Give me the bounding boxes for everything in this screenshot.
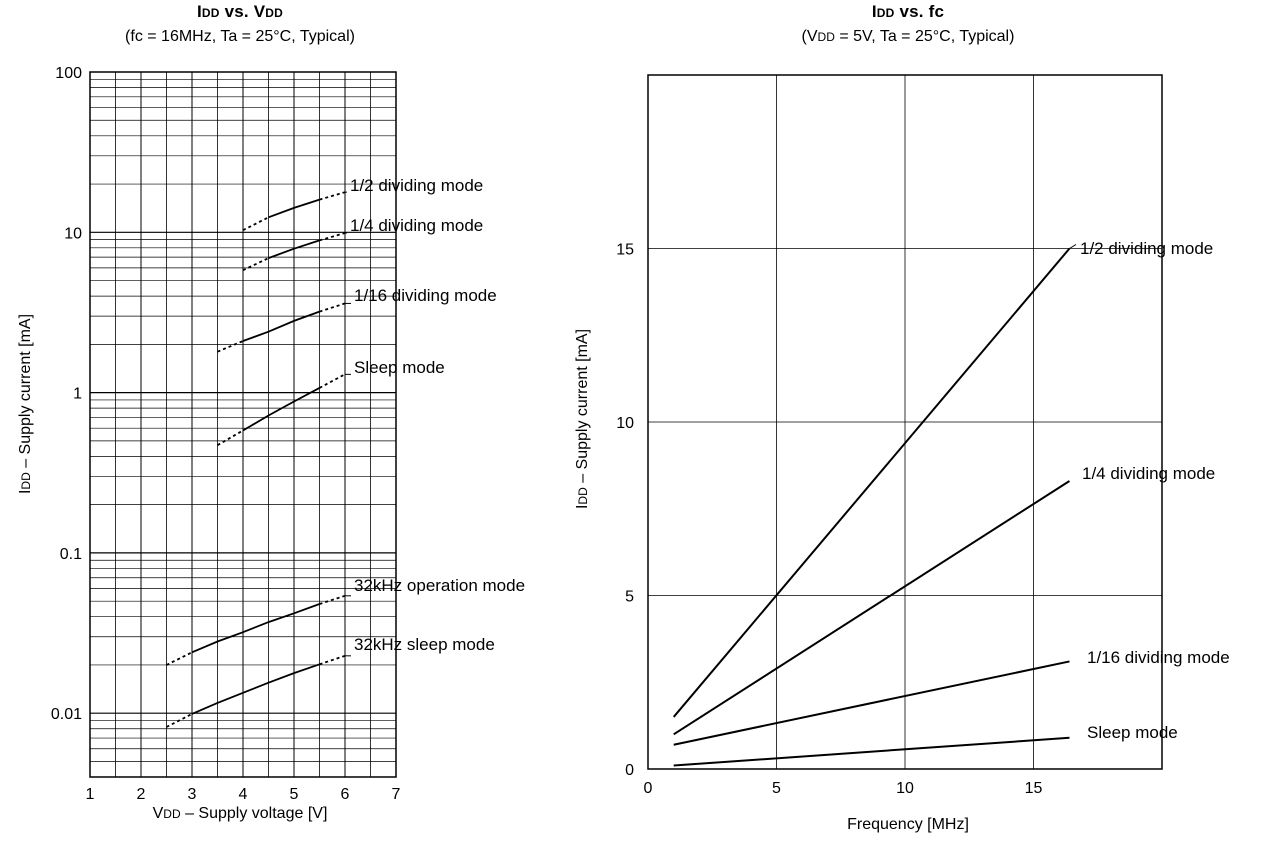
right-y-tick-label: 10 xyxy=(616,415,634,432)
right-x-axis-label: Frequency [MHz] xyxy=(847,816,969,833)
left-y-tick-label: 1 xyxy=(73,386,82,403)
left-x-tick-label: 7 xyxy=(392,786,401,803)
right-chart-title: IDD vs. fc xyxy=(758,2,1058,22)
right-subtitle-dd: DD xyxy=(817,30,835,44)
left-series-label: 1/16 dividing mode xyxy=(354,286,497,305)
left-series-line xyxy=(242,387,320,432)
left-series-line xyxy=(242,310,320,342)
right-series-line xyxy=(673,480,1071,736)
right-subtitle-rest: = 5V, Ta = 25°C, Typical) xyxy=(834,28,1015,45)
right-series-label: 1/2 dividing mode xyxy=(1080,239,1213,258)
left-series-dash-end xyxy=(319,191,346,201)
left-series-label: 1/4 dividing mode xyxy=(350,216,483,235)
right-series-line xyxy=(673,660,1070,746)
right-y-tick-label: 0 xyxy=(625,762,634,779)
left-xlabel-dd: DD xyxy=(163,807,181,821)
left-series-line xyxy=(191,663,320,715)
left-series-dash-end xyxy=(319,232,346,242)
left-series-dash-start xyxy=(166,713,193,728)
left-series-label: Sleep mode xyxy=(354,358,445,377)
right-y-tick-label: 5 xyxy=(625,589,634,606)
left-series-line xyxy=(268,239,320,259)
left-chart-subtitle: (fc = 16MHz, Ta = 25°C, Typical) xyxy=(125,28,355,45)
left-series-dash-start xyxy=(217,429,244,446)
left-x-tick-label: 4 xyxy=(239,786,248,803)
left-x-tick-label: 1 xyxy=(86,786,95,803)
left-series-label: 32kHz operation mode xyxy=(354,576,525,595)
right-plot-frame xyxy=(647,74,1163,770)
left-x-axis-label: VDD – Supply voltage [V] xyxy=(90,805,390,823)
left-xlabel-v: V xyxy=(152,805,164,822)
right-chart-subtitle: (VDD = 5V, Ta = 25°C, Typical) xyxy=(708,28,1108,46)
right-x-tick-label: 0 xyxy=(644,780,653,797)
right-chart-grid xyxy=(648,75,1162,769)
left-y-tick-label: 0.1 xyxy=(60,546,82,563)
left-x-tick-label: 6 xyxy=(341,786,350,803)
left-series-dash-end xyxy=(319,654,346,666)
left-series-dash-start xyxy=(217,340,244,353)
left-series-dash-start xyxy=(242,216,269,232)
right-series-leader xyxy=(1069,244,1077,249)
left-series-label: 32kHz sleep mode xyxy=(354,635,495,654)
left-title-vs: vs. V xyxy=(219,2,266,21)
right-series-line xyxy=(673,736,1070,767)
right-title-i: I xyxy=(871,2,877,21)
left-title-dd2: DD xyxy=(265,6,284,20)
left-xlabel-rest: – Supply voltage [V] xyxy=(180,805,328,822)
left-title-dd: DD xyxy=(201,6,220,20)
left-x-tick-label: 2 xyxy=(137,786,146,803)
left-plot-frame xyxy=(89,71,397,778)
left-chart-title: IDD vs. VDD xyxy=(90,2,390,22)
right-y-tick-label: 15 xyxy=(616,242,634,259)
right-series-label: Sleep mode xyxy=(1087,723,1178,742)
left-series-line xyxy=(268,198,320,219)
right-title-vs: vs. fc xyxy=(894,2,945,21)
left-title-i: I xyxy=(196,2,202,21)
left-series-dash-end xyxy=(319,302,346,313)
left-x-tick-label: 5 xyxy=(290,786,299,803)
left-series-dash-start xyxy=(242,257,269,272)
right-subtitle-pre: (V xyxy=(801,28,818,45)
left-series-dash-end xyxy=(319,373,346,389)
left-y-tick-label: 100 xyxy=(55,65,82,82)
left-series-dash-start xyxy=(166,651,193,666)
left-series-line xyxy=(191,603,320,654)
right-series-label: 1/16 dividing mode xyxy=(1087,648,1230,667)
left-series-dash-end xyxy=(319,594,346,605)
right-series-line xyxy=(672,247,1071,718)
left-series-label: 1/2 dividing mode xyxy=(350,176,483,195)
right-x-tick-label: 5 xyxy=(772,780,781,797)
left-y-tick-label: 10 xyxy=(64,225,82,242)
right-title-dd: DD xyxy=(876,6,895,20)
left-x-tick-label: 3 xyxy=(188,786,197,803)
right-x-tick-label: 10 xyxy=(896,780,914,797)
left-y-tick-label: 0.01 xyxy=(51,706,82,723)
right-x-tick-label: 15 xyxy=(1025,780,1043,797)
right-series-label: 1/4 dividing mode xyxy=(1082,464,1215,483)
